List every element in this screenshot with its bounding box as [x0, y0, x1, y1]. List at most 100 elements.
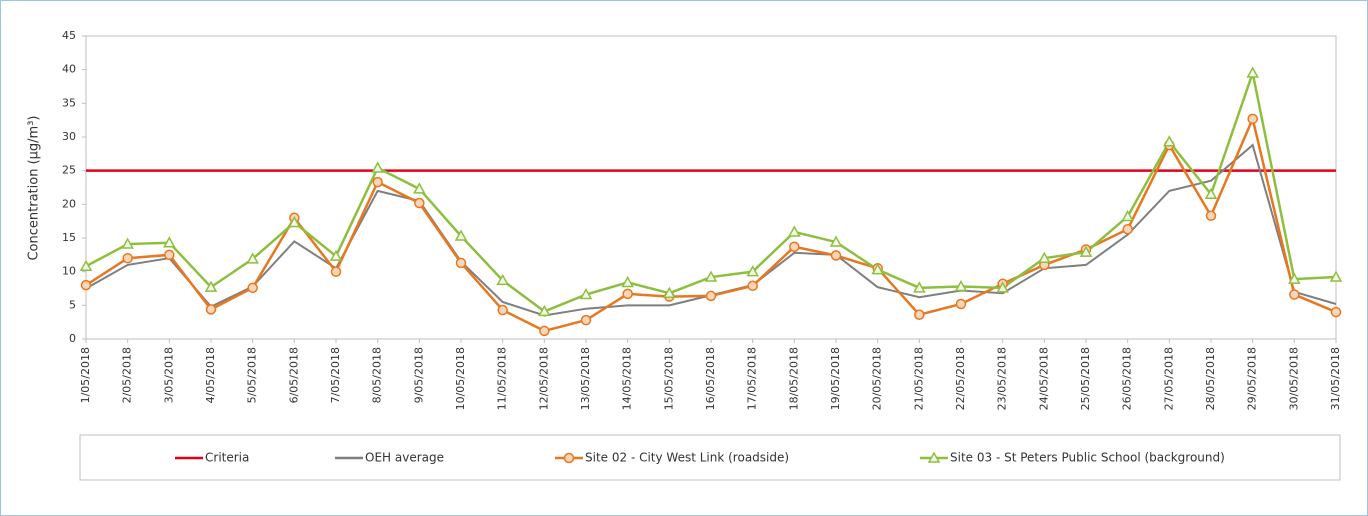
x-tick-label: 19/05/2018: [829, 347, 842, 410]
point: [621, 275, 634, 288]
x-tick-label: 22/05/2018: [954, 347, 967, 410]
x-tick-label: 2/05/2018: [121, 347, 134, 403]
point: [372, 176, 383, 188]
point: [164, 249, 175, 261]
y-tick-label: 15: [62, 231, 76, 244]
y-tick-label: 10: [62, 265, 76, 278]
plot-area: [85, 35, 1337, 340]
y-axis-label: Concentration (µg/m³): [27, 115, 42, 260]
point: [788, 225, 801, 237]
x-tick-label: 28/05/2018: [1204, 347, 1217, 410]
legend: [79, 434, 1341, 481]
legend-label: Criteria: [205, 451, 249, 465]
point: [704, 270, 718, 282]
point: [580, 314, 592, 326]
x-tick-label: 30/05/2018: [1287, 347, 1300, 410]
legend-label: Site 03 - St Peters Public School (backg…: [950, 451, 1225, 465]
x-tick-label: 20/05/2018: [871, 347, 884, 410]
x-tick-label: 24/05/2018: [1037, 347, 1050, 410]
x-tick-label: 23/05/2018: [996, 347, 1009, 410]
point: [746, 265, 759, 277]
point: [329, 249, 343, 261]
point: [913, 281, 926, 293]
x-tick-label: 13/05/2018: [579, 347, 592, 410]
x-tick-label: 16/05/2018: [704, 347, 717, 410]
point: [1289, 289, 1300, 300]
x-tick-label: 17/05/2018: [746, 347, 759, 410]
point: [954, 279, 968, 292]
y-tick-label: 20: [62, 197, 76, 210]
point: [496, 273, 509, 286]
point: [1330, 306, 1342, 318]
point: [1247, 113, 1258, 125]
point: [413, 182, 426, 194]
x-tick-label: 12/05/2018: [537, 347, 550, 410]
x-tick-label: 29/05/2018: [1246, 347, 1259, 410]
point: [455, 257, 467, 269]
x-tick-label: 27/05/2018: [1162, 347, 1175, 410]
legend-label: Site 02 - City West Link (roadside): [585, 451, 789, 465]
point: [414, 197, 425, 209]
point: [914, 309, 925, 321]
point: [1163, 135, 1176, 147]
point: [1122, 223, 1133, 235]
point: [830, 250, 842, 261]
point: [871, 263, 884, 275]
x-tick-label: 8/05/2018: [371, 347, 384, 403]
y-tick-label: 30: [62, 130, 76, 143]
x-tick-label: 31/05/2018: [1329, 347, 1342, 410]
x-tick-label: 4/05/2018: [204, 347, 217, 403]
point: [829, 235, 843, 247]
x-tick-label: 5/05/2018: [246, 347, 259, 403]
point: [705, 290, 717, 302]
y-tick-label: 45: [62, 29, 76, 42]
y-tick-label: 40: [62, 63, 76, 76]
point: [330, 266, 342, 277]
point: [1246, 66, 1259, 78]
y-tick-label: 0: [69, 332, 76, 345]
x-tick-label: 7/05/2018: [329, 347, 342, 403]
x-tick-label: 3/05/2018: [162, 347, 175, 403]
point: [1288, 272, 1301, 284]
point: [204, 280, 218, 292]
x-tick-label: 9/05/2018: [412, 347, 425, 403]
point: [454, 229, 468, 241]
x-tick-label: 11/05/2018: [496, 347, 509, 410]
point: [996, 281, 1009, 293]
point: [79, 259, 93, 272]
point: [122, 252, 133, 264]
point: [663, 286, 676, 298]
point: [288, 215, 301, 228]
x-tick-label: 15/05/2018: [662, 347, 675, 410]
point: [80, 279, 92, 291]
point: [205, 304, 217, 315]
y-tick-label: 25: [62, 164, 76, 177]
x-tick-label: 18/05/2018: [787, 347, 800, 410]
point: [538, 304, 551, 317]
point: [1205, 210, 1217, 222]
point: [1038, 251, 1051, 263]
point: [622, 288, 633, 300]
x-tick-label: 1/05/2018: [79, 347, 92, 403]
point: [747, 280, 758, 292]
point: [497, 304, 508, 316]
point: [371, 161, 384, 173]
point: [163, 236, 176, 248]
x-tick-label: 14/05/2018: [621, 347, 634, 410]
legend-marker: [927, 451, 941, 463]
point: [121, 237, 134, 249]
point: [1079, 245, 1093, 257]
y-tick-label: 35: [62, 96, 76, 109]
x-tick-label: 21/05/2018: [912, 347, 925, 410]
point: [789, 241, 800, 253]
point: [1329, 270, 1343, 282]
x-tick-label: 10/05/2018: [454, 347, 467, 410]
x-tick-label: 25/05/2018: [1079, 347, 1092, 410]
legend-label: OEH average: [365, 451, 444, 465]
point: [247, 282, 258, 294]
point: [955, 298, 967, 310]
point: [246, 252, 259, 264]
point: [1121, 209, 1134, 222]
x-tick-label: 6/05/2018: [287, 347, 300, 403]
